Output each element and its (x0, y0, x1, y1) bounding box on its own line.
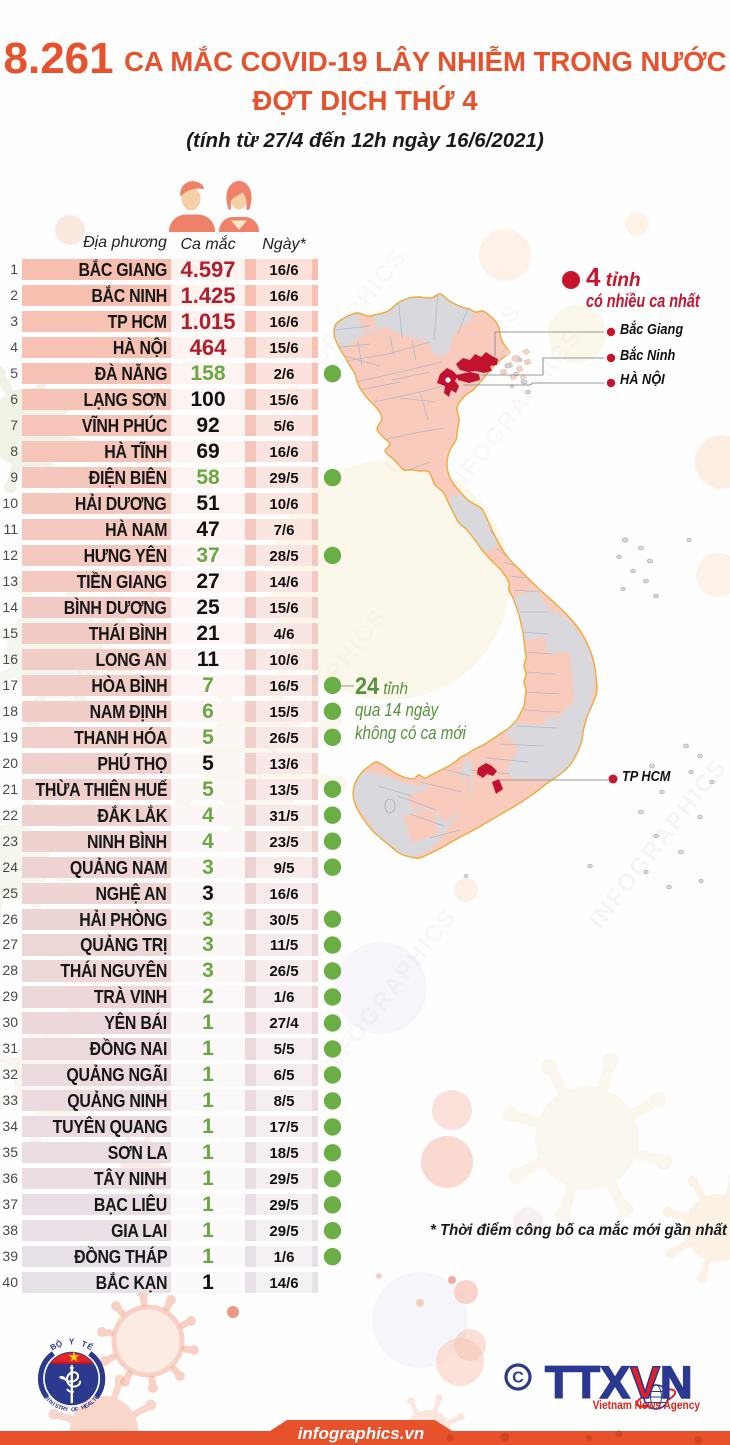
svg-text:Ế: Ế (85, 1341, 95, 1353)
svg-text:T: T (92, 1396, 99, 1403)
svg-text:Ộ: Ộ (55, 1339, 64, 1350)
svg-text:A: A (86, 1401, 94, 1409)
svg-text:Y: Y (69, 1338, 75, 1347)
svg-text:T: T (57, 1405, 63, 1412)
svg-text:E: E (84, 1403, 90, 1410)
svg-text:S: S (53, 1403, 59, 1410)
svg-text:F: F (75, 1407, 80, 1414)
svg-text:I: I (51, 1402, 56, 1408)
svg-text:I: I (45, 1397, 51, 1403)
svg-text:M: M (42, 1394, 50, 1402)
svg-text:L: L (89, 1399, 96, 1406)
svg-text:R: R (60, 1406, 66, 1413)
svg-text:N: N (47, 1399, 54, 1406)
svg-text:H: H (81, 1405, 87, 1412)
svg-text:H: H (94, 1394, 101, 1401)
svg-text:C: C (512, 1370, 524, 1387)
svg-text:O: O (71, 1407, 76, 1413)
svg-text:T: T (80, 1339, 88, 1349)
svg-text:B: B (49, 1341, 59, 1352)
svg-text:Y: Y (64, 1407, 69, 1414)
